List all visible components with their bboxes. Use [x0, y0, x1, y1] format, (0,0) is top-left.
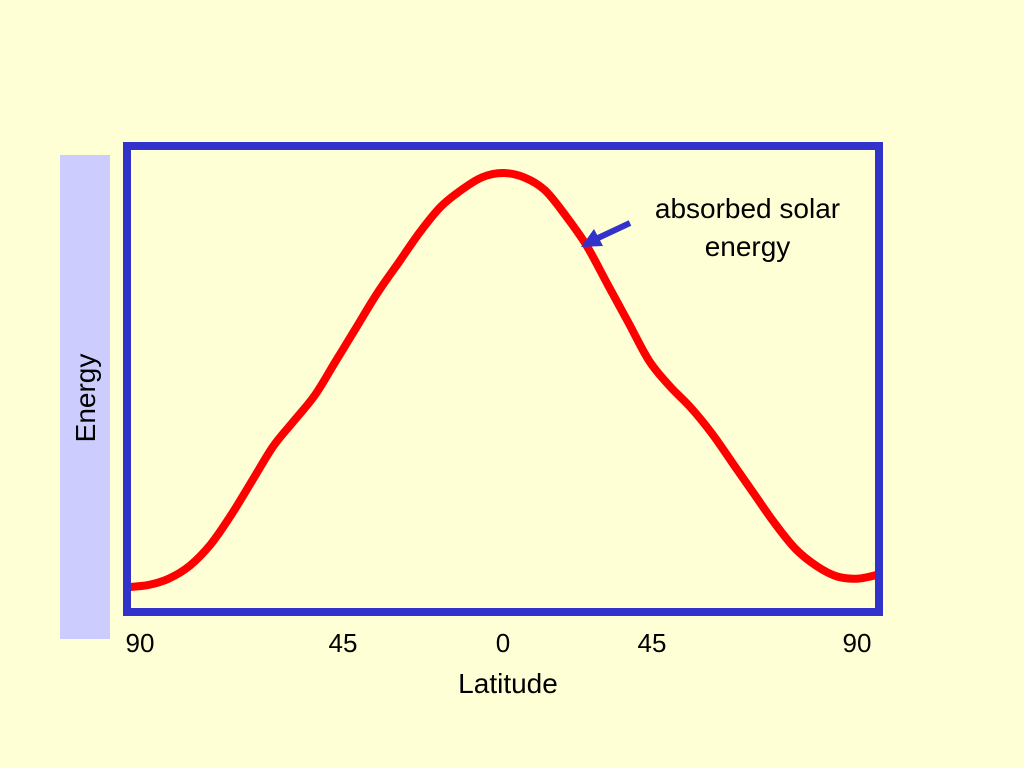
plot-frame — [123, 142, 883, 616]
x-tick-label: 45 — [328, 628, 358, 658]
annotation-arrow-head — [581, 229, 603, 247]
x-tick-label: 0 — [495, 628, 511, 658]
ylabel-band — [60, 155, 110, 639]
series-annotation: absorbed solar energy — [620, 190, 875, 266]
x-tick-label: 45 — [637, 628, 667, 658]
annotation-line-2: energy — [704, 231, 791, 262]
annotation-arrow-shaft — [596, 220, 632, 241]
x-axis-label: Latitude — [458, 668, 558, 699]
x-tick-label: 90 — [842, 628, 872, 658]
annotation-line-1: absorbed solar — [654, 193, 841, 224]
series-line-absorbed-solar-energy — [123, 169, 883, 592]
x-tick-label: 90 — [125, 628, 155, 658]
